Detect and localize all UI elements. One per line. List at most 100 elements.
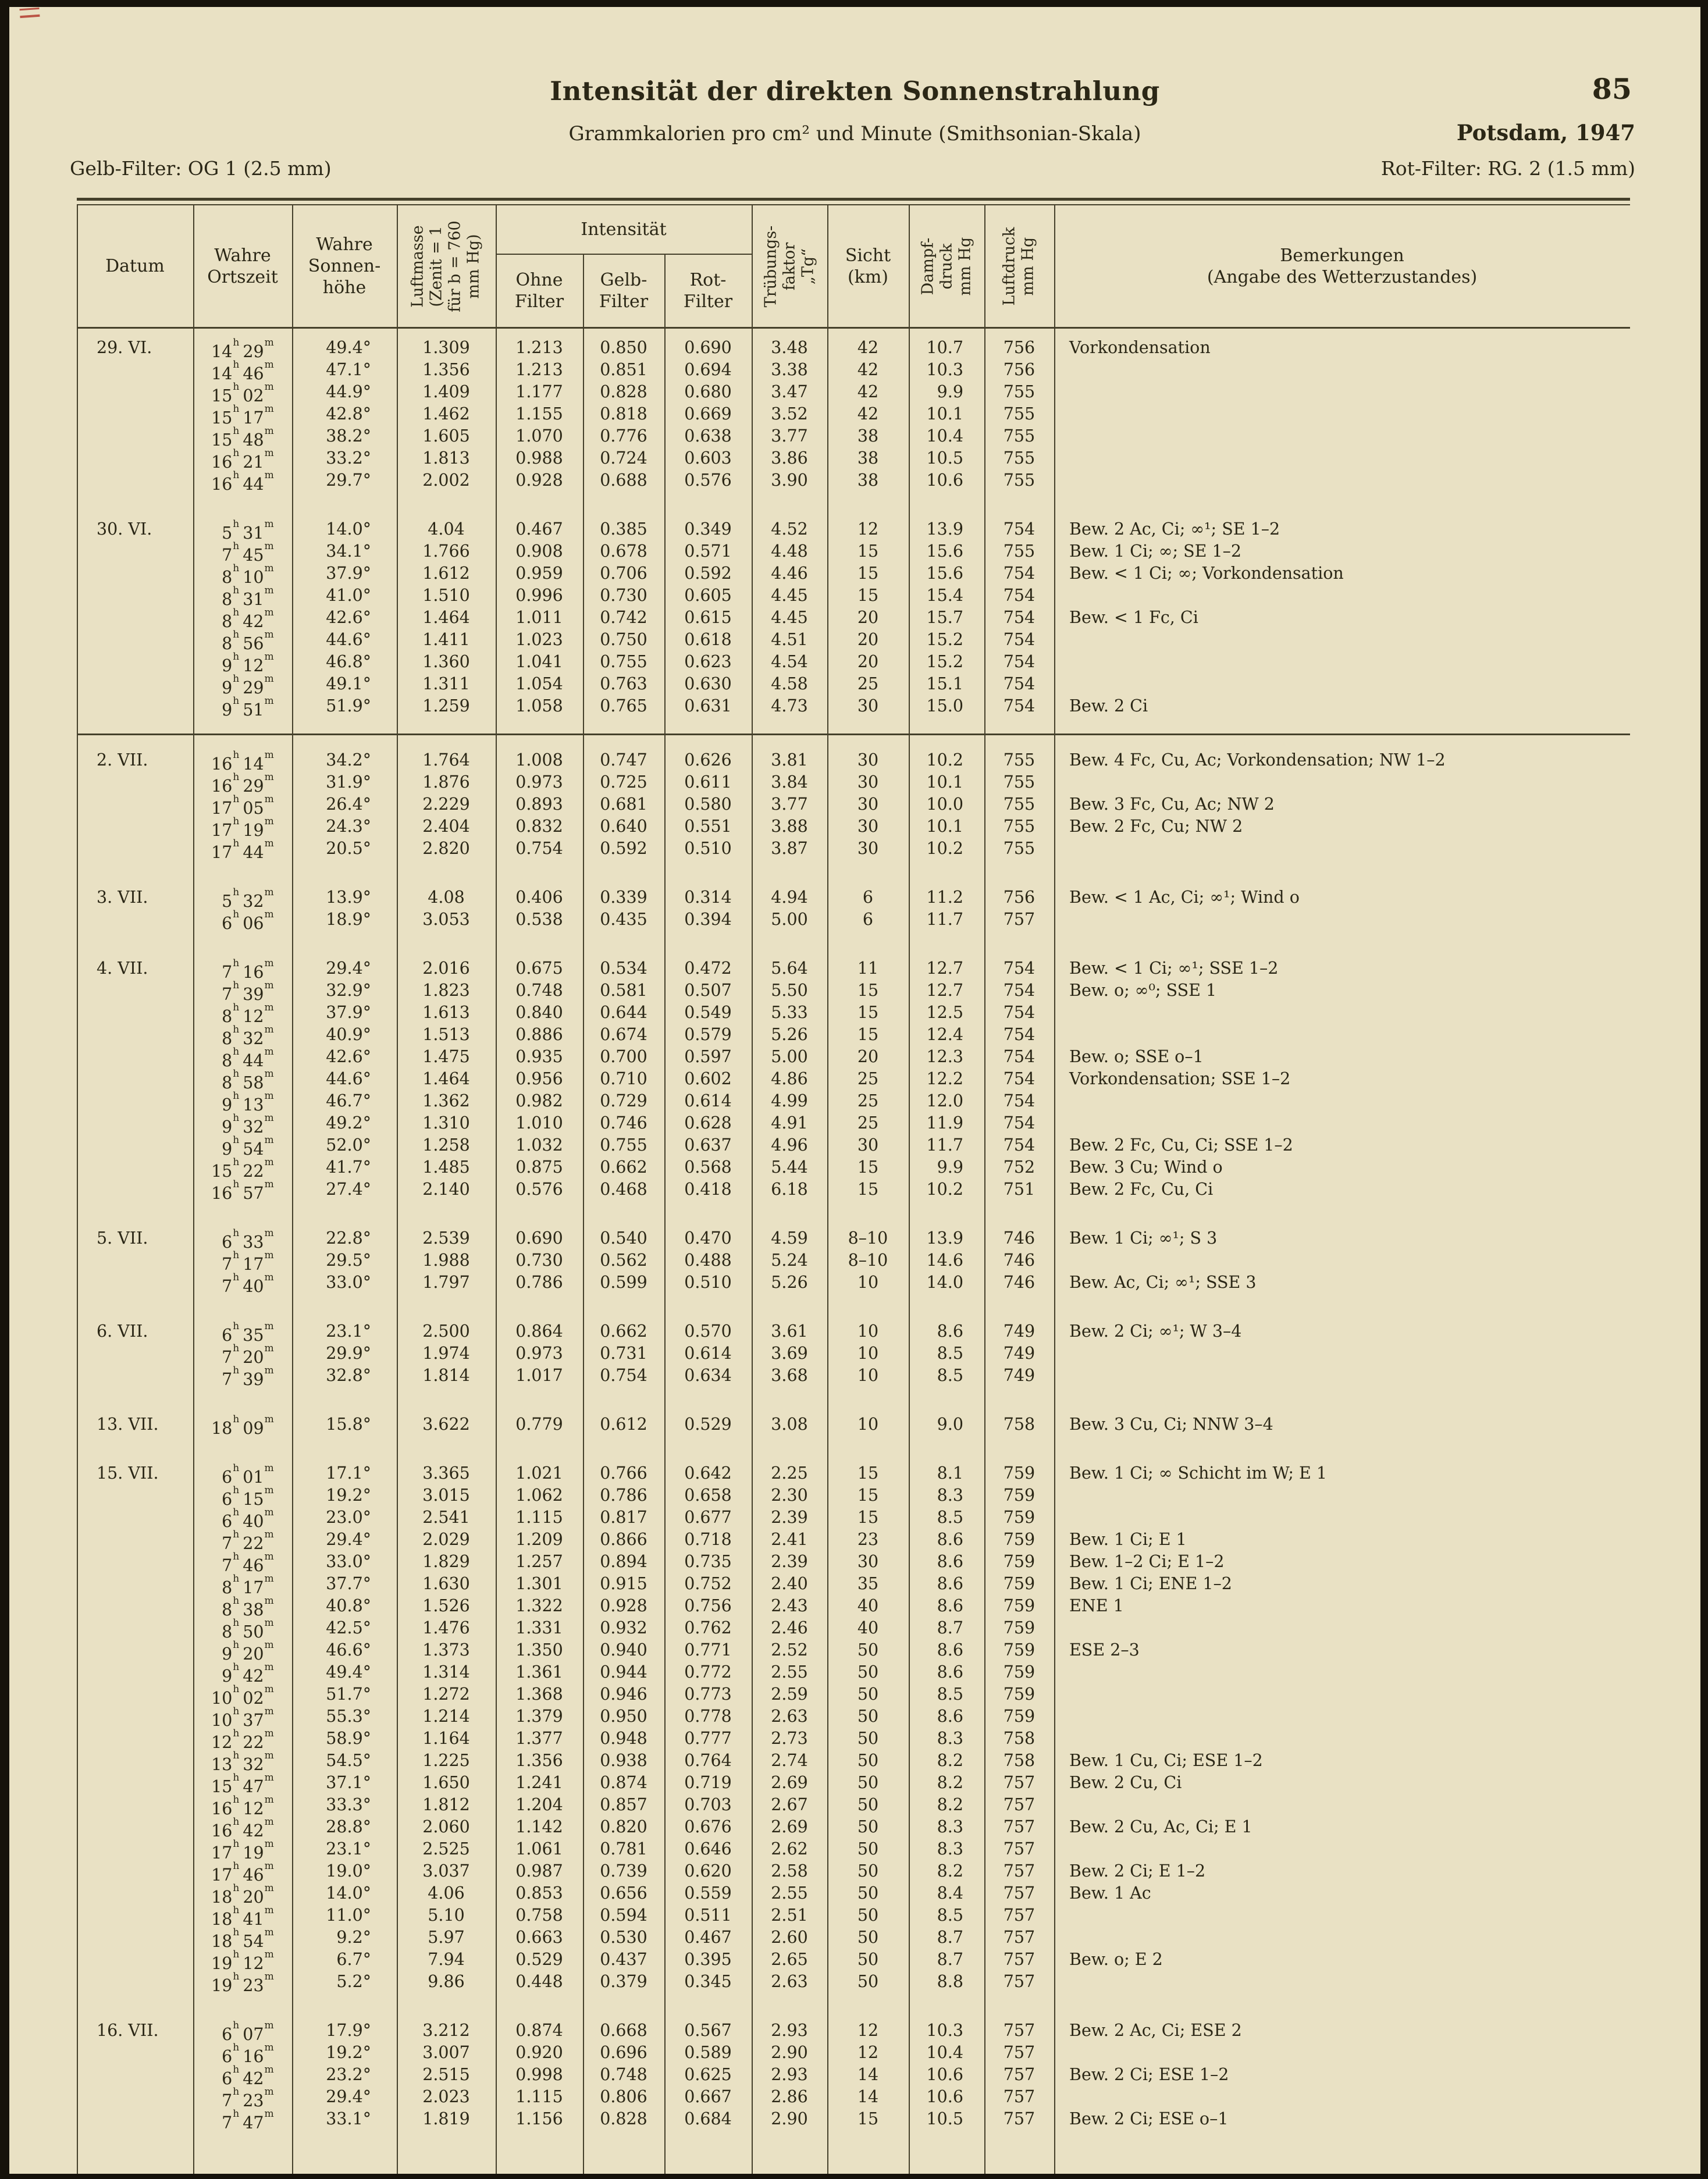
cell-truebungsfaktor: 5.26 xyxy=(771,1273,808,1292)
cell-luftmasse: 1.513 xyxy=(422,1025,470,1044)
cell-intensitaet-rot-filter: 0.625 xyxy=(684,2065,732,2084)
cell-intensitaet-gelb-filter: 0.339 xyxy=(600,888,647,907)
group-gap xyxy=(77,860,1630,886)
cell-bemerkungen: Bew. 2 Ci; ∞¹; W 3–4 xyxy=(1069,1322,1242,1341)
cell-intensitaet-gelb-filter: 0.706 xyxy=(600,564,647,583)
cell-sonnenhoehe: 37.9° xyxy=(326,564,371,583)
cell-bemerkungen: Bew. 2 Fc, Cu, Ci; SSE 1–2 xyxy=(1069,1135,1293,1155)
cell-intensitaet-rot-filter: 0.628 xyxy=(684,1113,732,1133)
cell-ortszeit: 8h 44m xyxy=(222,1045,274,1070)
cell-truebungsfaktor: 3.86 xyxy=(771,448,808,468)
column-divider xyxy=(752,205,753,2174)
table-row: 6h 06m 18.9° 3.053 0.538 0.435 0.394 5.00 6 11.7 7… xyxy=(77,909,1630,933)
cell-luftdruck: 754 xyxy=(1003,1113,1036,1133)
cell-luftmasse: 2.002 xyxy=(422,471,470,490)
cell-intensitaet-gelb-filter: 0.915 xyxy=(600,1574,647,1593)
cell-luftdruck: 749 xyxy=(1003,1366,1036,1385)
cell-luftdruck: 755 xyxy=(1003,795,1036,814)
cell-sicht: 50 xyxy=(857,1795,879,1814)
cell-luftmasse: 1.214 xyxy=(422,1707,470,1726)
cell-ortszeit: 16h 12m xyxy=(211,1793,274,1818)
cell-sonnenhoehe: 14.0° xyxy=(326,519,371,539)
cell-dampfdruck: 11.7 xyxy=(926,910,963,929)
cell-luftmasse: 5.97 xyxy=(428,1928,465,1947)
cell-intensitaet-gelb-filter: 0.468 xyxy=(600,1180,647,1199)
cell-luftmasse: 3.365 xyxy=(422,1464,470,1483)
cell-datum xyxy=(77,695,193,721)
cell-intensitaet-rot-filter: 0.677 xyxy=(684,1508,732,1527)
table-row: 9h 13m 46.7° 1.362 0.982 0.729 0.614 4.99 25 12.0… xyxy=(77,1090,1630,1115)
cell-intensitaet-gelb-filter: 0.710 xyxy=(600,1069,647,1088)
cell-luftdruck: 755 xyxy=(1003,471,1036,490)
cell-intensitaet-rot-filter: 0.764 xyxy=(684,1751,732,1770)
cell-truebungsfaktor: 5.24 xyxy=(771,1251,808,1270)
cell-intensitaet-ohne-filter: 1.062 xyxy=(515,1486,563,1505)
cell-intensitaet-ohne-filter: 0.576 xyxy=(515,1180,563,1199)
cell-sicht: 50 xyxy=(857,1662,879,1682)
cell-dampfdruck: 8.6 xyxy=(937,1662,963,1682)
cell-luftdruck: 755 xyxy=(1003,426,1036,446)
cell-intensitaet-rot-filter: 0.345 xyxy=(684,1972,732,1991)
cell-intensitaet-ohne-filter: 1.377 xyxy=(515,1729,563,1748)
cell-intensitaet-gelb-filter: 0.731 xyxy=(600,1344,647,1363)
cell-intensitaet-rot-filter: 0.602 xyxy=(684,1069,732,1088)
cell-intensitaet-gelb-filter: 0.776 xyxy=(600,426,647,446)
cell-bemerkungen: Bew. 1 Ci; ∞¹; S 3 xyxy=(1069,1229,1218,1248)
cell-luftmasse: 3.622 xyxy=(422,1415,470,1434)
table-row: 10h 02m 51.7° 1.272 1.368 0.946 0.773 2.59 50 8.5… xyxy=(77,1683,1630,1708)
cell-sonnenhoehe: 33.0° xyxy=(326,1273,371,1292)
cell-intensitaet-ohne-filter: 1.142 xyxy=(515,1817,563,1836)
cell-sonnenhoehe: 23.1° xyxy=(326,1839,371,1858)
cell-intensitaet-gelb-filter: 0.592 xyxy=(600,839,647,858)
column-divider xyxy=(292,205,293,2174)
cell-dampfdruck: 12.5 xyxy=(926,1003,963,1022)
cell-intensitaet-rot-filter: 0.603 xyxy=(684,448,732,468)
cell-intensitaet-rot-filter: 0.394 xyxy=(684,910,732,929)
cell-luftmasse: 1.813 xyxy=(422,448,470,468)
cell-intensitaet-gelb-filter: 0.894 xyxy=(600,1552,647,1571)
cell-luftmasse: 1.362 xyxy=(422,1091,470,1110)
cell-ortszeit: 9h 29m xyxy=(222,672,274,697)
cell-intensitaet-gelb-filter: 0.674 xyxy=(600,1025,647,1044)
cell-dampfdruck: 15.6 xyxy=(926,564,963,583)
cell-intensitaet-gelb-filter: 0.932 xyxy=(600,1618,647,1637)
table-row: 16h 12m 33.3° 1.812 1.204 0.857 0.703 2.67 50 8.2… xyxy=(77,1794,1630,1818)
cell-intensitaet-ohne-filter: 1.155 xyxy=(515,404,563,423)
cell-intensitaet-ohne-filter: 0.956 xyxy=(515,1069,563,1088)
cell-intensitaet-gelb-filter: 0.435 xyxy=(600,910,647,929)
cell-sonnenhoehe: 44.6° xyxy=(326,1069,371,1088)
cell-intensitaet-rot-filter: 0.551 xyxy=(684,817,732,836)
cell-sonnenhoehe: 54.5° xyxy=(326,1751,371,1770)
cell-truebungsfaktor: 2.46 xyxy=(771,1618,808,1637)
cell-luftdruck: 754 xyxy=(1003,1025,1036,1044)
cell-dampfdruck: 10.5 xyxy=(926,2109,963,2128)
table-row: 19h 23m 5.2° 9.86 0.448 0.379 0.345 2.63 50 8.8 75… xyxy=(77,1971,1630,1995)
cell-ortszeit: 12h 22m xyxy=(211,1727,274,1752)
cell-luftdruck: 757 xyxy=(1003,1972,1036,1991)
table-row: 7h 17m 29.5° 1.988 0.730 0.562 0.488 5.24 8–10 14… xyxy=(77,1249,1630,1274)
table-row: 15h 02m 44.9° 1.409 1.177 0.828 0.680 3.47 42 9.9… xyxy=(77,381,1630,405)
cell-bemerkungen: Bew. 2 Ac, Ci; ESE 2 xyxy=(1069,2021,1242,2040)
cell-truebungsfaktor: 4.86 xyxy=(771,1069,808,1088)
cell-luftmasse: 1.475 xyxy=(422,1047,470,1066)
cell-luftmasse: 2.515 xyxy=(422,2065,470,2084)
cell-ortszeit: 9h 54m xyxy=(222,1134,274,1159)
cell-luftdruck: 758 xyxy=(1003,1415,1036,1434)
cell-bemerkungen: Bew. 2 Ac, Ci; ∞¹; SE 1–2 xyxy=(1069,519,1280,539)
cell-luftdruck: 756 xyxy=(1003,360,1036,379)
cell-luftmasse: 2.820 xyxy=(422,839,470,858)
cell-sonnenhoehe: 51.7° xyxy=(326,1685,371,1704)
cell-luftmasse: 2.500 xyxy=(422,1322,470,1341)
cell-intensitaet-ohne-filter: 1.115 xyxy=(515,1508,563,1527)
cell-intensitaet-ohne-filter: 0.893 xyxy=(515,795,563,814)
cell-sonnenhoehe: 9.2° xyxy=(336,1928,371,1947)
cell-bemerkungen: Bew. 3 Cu; Wind o xyxy=(1069,1158,1223,1177)
cell-dampfdruck: 8.2 xyxy=(937,1861,963,1881)
cell-sonnenhoehe: 55.3° xyxy=(326,1707,371,1726)
cell-sonnenhoehe: 42.6° xyxy=(326,1047,371,1066)
cell-intensitaet-rot-filter: 0.669 xyxy=(684,404,732,423)
cell-ortszeit: 8h 42m xyxy=(222,606,274,631)
cell-sonnenhoehe: 32.9° xyxy=(326,981,371,1000)
cell-intensitaet-rot-filter: 0.559 xyxy=(684,1884,732,1903)
cell-intensitaet-ohne-filter: 1.010 xyxy=(515,1113,563,1133)
